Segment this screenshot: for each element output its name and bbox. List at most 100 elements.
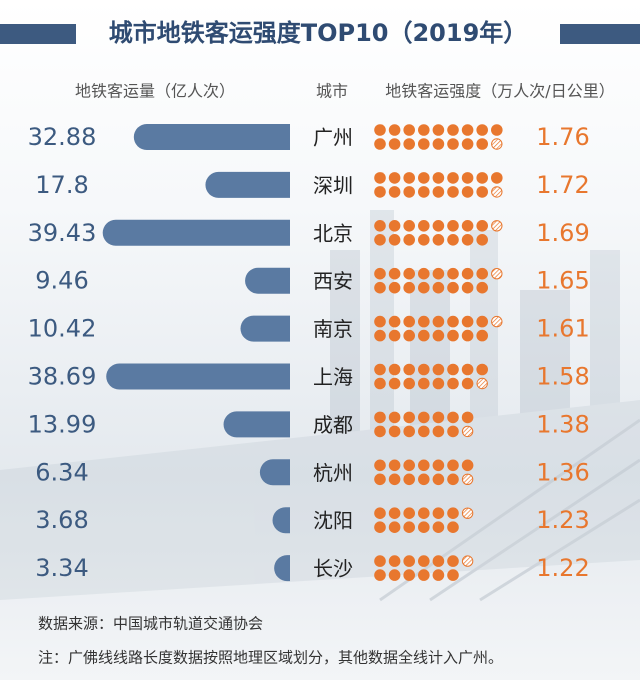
dot <box>403 329 416 342</box>
dot <box>388 377 401 390</box>
dot <box>461 267 474 280</box>
dot <box>432 411 445 424</box>
dot <box>476 220 489 232</box>
dot <box>418 507 430 519</box>
partial-dot <box>491 220 503 232</box>
dot <box>461 329 474 342</box>
dot <box>374 377 386 390</box>
dot <box>403 315 416 328</box>
dot <box>388 569 401 581</box>
dot <box>432 281 445 294</box>
dot <box>432 377 445 390</box>
dot <box>447 411 459 424</box>
dot <box>374 186 386 198</box>
dot-group <box>374 363 489 390</box>
intensity-label: 1.72 <box>536 171 589 199</box>
bar <box>274 555 290 582</box>
dot <box>418 555 430 567</box>
dot <box>403 267 416 280</box>
dot <box>418 411 430 424</box>
dot <box>388 220 401 232</box>
intensity-label: 1.61 <box>536 315 589 343</box>
partial-dot <box>491 268 503 280</box>
dot <box>418 315 430 328</box>
dot <box>403 363 416 376</box>
dot <box>476 234 489 246</box>
dot <box>432 473 445 486</box>
dot <box>418 459 430 472</box>
dot <box>447 459 459 472</box>
city-label: 广州 <box>313 126 353 150</box>
bar <box>259 459 290 486</box>
volume-label: 6.34 <box>35 458 88 486</box>
dot <box>418 172 430 184</box>
dot <box>403 234 416 246</box>
dot <box>418 569 430 581</box>
header-intensity: 地铁客运强度（万人次/日公里） <box>385 82 614 101</box>
dot <box>447 377 459 390</box>
dot <box>388 138 401 150</box>
dot <box>374 220 386 232</box>
partial-dot <box>461 507 474 519</box>
dot <box>388 172 401 184</box>
dot <box>374 411 386 424</box>
dot <box>388 521 401 533</box>
volume-label: 13.99 <box>28 410 97 438</box>
partial-dot <box>461 555 474 567</box>
dot <box>388 411 401 424</box>
intensity-label: 1.58 <box>536 363 589 391</box>
dot <box>374 172 386 184</box>
dot-group <box>374 220 503 246</box>
dot <box>476 267 489 280</box>
dot <box>432 459 445 472</box>
partial-dot <box>461 425 474 438</box>
dot <box>403 425 416 438</box>
dot <box>432 507 445 519</box>
dot <box>388 507 401 519</box>
volume-label: 39.43 <box>28 219 97 247</box>
dot <box>403 281 416 294</box>
dot-group <box>374 124 503 150</box>
dot <box>374 459 386 472</box>
dot <box>461 459 474 472</box>
dot <box>403 138 416 150</box>
dot <box>461 186 474 198</box>
dot <box>476 281 489 294</box>
dot <box>388 363 401 376</box>
dot <box>447 363 459 376</box>
city-label: 成都 <box>313 413 353 437</box>
header-volume: 地铁客运量（亿人次） <box>75 82 235 101</box>
dot <box>418 267 430 280</box>
dot <box>374 363 386 376</box>
dot-group <box>374 507 474 533</box>
dot <box>418 521 430 533</box>
bar <box>205 171 290 198</box>
dot <box>447 281 459 294</box>
dot <box>432 172 445 184</box>
bar <box>102 219 291 246</box>
dot <box>403 411 416 424</box>
city-label: 沈阳 <box>313 509 353 533</box>
dot <box>432 315 445 328</box>
dot <box>461 234 474 246</box>
dot <box>374 234 386 246</box>
partial-dot <box>491 186 503 198</box>
dot <box>447 124 459 136</box>
intensity-label: 1.23 <box>536 506 589 534</box>
dot <box>388 555 401 567</box>
dot <box>447 425 459 438</box>
dot <box>447 138 459 150</box>
dot <box>403 124 416 136</box>
dot <box>447 521 459 533</box>
dot <box>374 473 386 486</box>
dot <box>476 172 489 184</box>
dot <box>374 521 386 533</box>
intensity-label: 1.38 <box>536 410 589 438</box>
dot <box>403 507 416 519</box>
dot <box>447 507 459 519</box>
dot <box>432 220 445 232</box>
dot <box>418 329 430 342</box>
dot <box>491 172 503 184</box>
dot <box>461 411 474 424</box>
dot <box>461 138 474 150</box>
